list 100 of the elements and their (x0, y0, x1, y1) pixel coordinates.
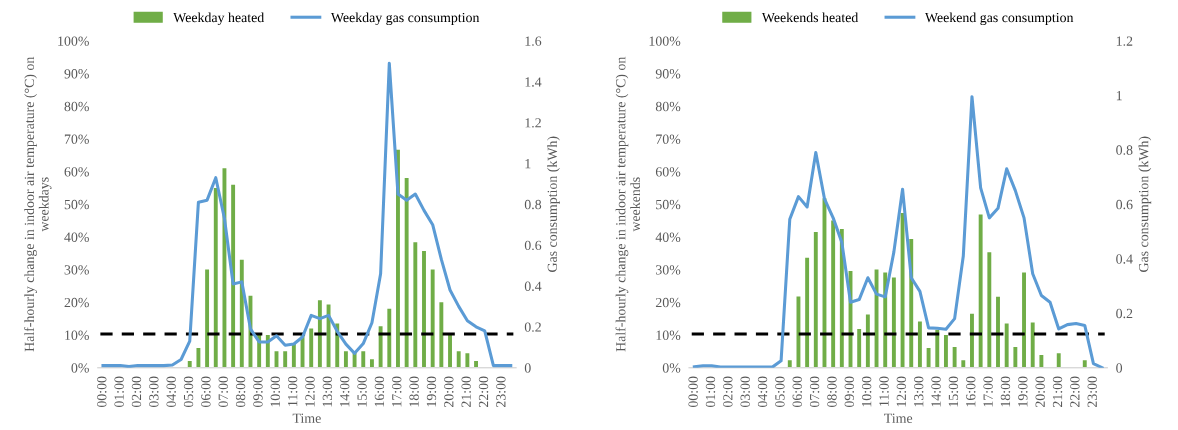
bar (1039, 354, 1044, 368)
bar (926, 348, 931, 368)
bar (787, 360, 792, 368)
x-axis-title: Time (884, 413, 913, 423)
y-tick-label: 10% (656, 330, 681, 340)
y2-tick-label: 0.6 (1116, 199, 1133, 210)
x-tick-label: 19:00 (1018, 376, 1028, 407)
x-tick-label: 22:00 (478, 376, 489, 408)
x-tick-label: 13:00 (322, 376, 333, 407)
y2-tick-label: 1.4 (525, 77, 542, 87)
y-tick-label: 50% (64, 199, 89, 210)
bar (857, 329, 862, 368)
x-tick-label: 06:00 (201, 376, 211, 408)
x-tick-label: 16:00 (966, 376, 976, 407)
x-tick-label: 09:00 (844, 376, 855, 408)
bar (283, 351, 288, 368)
bar (309, 328, 314, 368)
bar (422, 250, 426, 368)
legend-label: Weekday gas consumption (330, 12, 480, 26)
y2-tick-label: 1.2 (1116, 36, 1133, 46)
x-tick-label: 23:00 (496, 376, 506, 408)
x-tick-label: 03:00 (740, 376, 750, 408)
bar (970, 313, 974, 368)
y2-tick-label: 0 (524, 363, 531, 373)
x-tick-label: 12:00 (305, 376, 315, 407)
x-tick-label: 21:00 (1052, 376, 1063, 408)
x-tick-label: 17:00 (983, 376, 993, 407)
y-tick-label: 30% (64, 265, 89, 275)
y-tick-label: 20% (655, 297, 681, 308)
bar (222, 168, 227, 368)
bar (987, 252, 992, 368)
bar (439, 302, 444, 368)
x-tick-label: 01:00 (705, 376, 716, 408)
y-tick-label: 0% (71, 363, 89, 373)
bar (943, 334, 948, 368)
y-tick-label: 30% (656, 265, 681, 275)
x-tick-label: 10:00 (270, 376, 281, 407)
bar (891, 277, 896, 368)
bar (413, 242, 418, 368)
x-tick-label: 15:00 (357, 376, 367, 407)
y-tick-label: 100% (58, 36, 89, 46)
x-tick-label: 13:00 (914, 376, 924, 407)
bar (831, 220, 836, 368)
x-tick-label: 14:00 (340, 376, 350, 407)
bar (474, 361, 479, 368)
line-series (101, 61, 513, 368)
y2-tick-label: 0.8 (1116, 145, 1133, 155)
y2-tick-label: 0.4 (524, 281, 542, 291)
x-tick-label: 01:00 (114, 376, 124, 408)
x-tick-label: 12:00 (896, 376, 907, 407)
y-tick-label: 90% (655, 69, 681, 79)
x-tick-label: 11:00 (879, 376, 889, 406)
x-tick-label: 17:00 (392, 376, 402, 407)
x-tick-label: 21:00 (461, 376, 471, 408)
x-tick-label: 16:00 (374, 376, 385, 407)
bar (465, 353, 470, 368)
line-series (692, 95, 1104, 368)
x-tick-label: 22:00 (1070, 376, 1080, 408)
y-tick-label: 20% (64, 297, 89, 308)
y-axis-title: Half-hourly change in indoor air temperature (°C) on weekends (615, 56, 641, 352)
y2-tick-label: 0.8 (524, 199, 542, 210)
x-tick-label: 08:00 (235, 376, 246, 408)
y-tick-label: 40% (64, 232, 89, 242)
y-tick-label: 70% (64, 134, 89, 144)
bar (1022, 272, 1026, 368)
x-tick-label: 07:00 (809, 376, 820, 408)
y-tick-label: 90% (64, 69, 89, 79)
x-tick-label: 04:00 (166, 376, 176, 408)
x-tick-label: 00:00 (688, 376, 698, 408)
bar (187, 361, 192, 368)
y-tick-label: 10% (65, 330, 89, 340)
bar (900, 213, 905, 368)
y2-tick-label: 1 (1116, 90, 1122, 101)
bar (961, 360, 966, 368)
bar (404, 178, 409, 368)
bar (1004, 323, 1009, 368)
x-tick-label: 05:00 (183, 376, 194, 408)
x-tick-label: 11:00 (287, 376, 298, 406)
bar (387, 308, 392, 368)
y2-axis-title: Gas consumption (kWh) (547, 136, 560, 272)
bar (996, 296, 1000, 368)
bar (865, 314, 870, 368)
bar (796, 296, 801, 368)
legend-label: Weekends heated (761, 12, 859, 23)
x-tick-label: 09:00 (253, 376, 263, 408)
y-tick-label: 80% (64, 101, 89, 112)
y-tick-label: 50% (656, 199, 681, 210)
x-tick-label: 06:00 (792, 376, 802, 408)
y2-tick-label: 0.6 (524, 240, 542, 251)
bar (369, 359, 374, 368)
bar (265, 334, 270, 368)
x-tick-label: 14:00 (931, 376, 941, 407)
bar (917, 321, 922, 368)
x-tick-label: 08:00 (827, 376, 837, 408)
x-tick-label: 04:00 (757, 376, 768, 408)
bar (196, 348, 201, 368)
bar (448, 333, 452, 368)
bar (378, 326, 383, 368)
legend-label: Weekend gas consumption (924, 12, 1074, 26)
y2-axis-title: Gas consumption (kWh) (1138, 136, 1152, 272)
